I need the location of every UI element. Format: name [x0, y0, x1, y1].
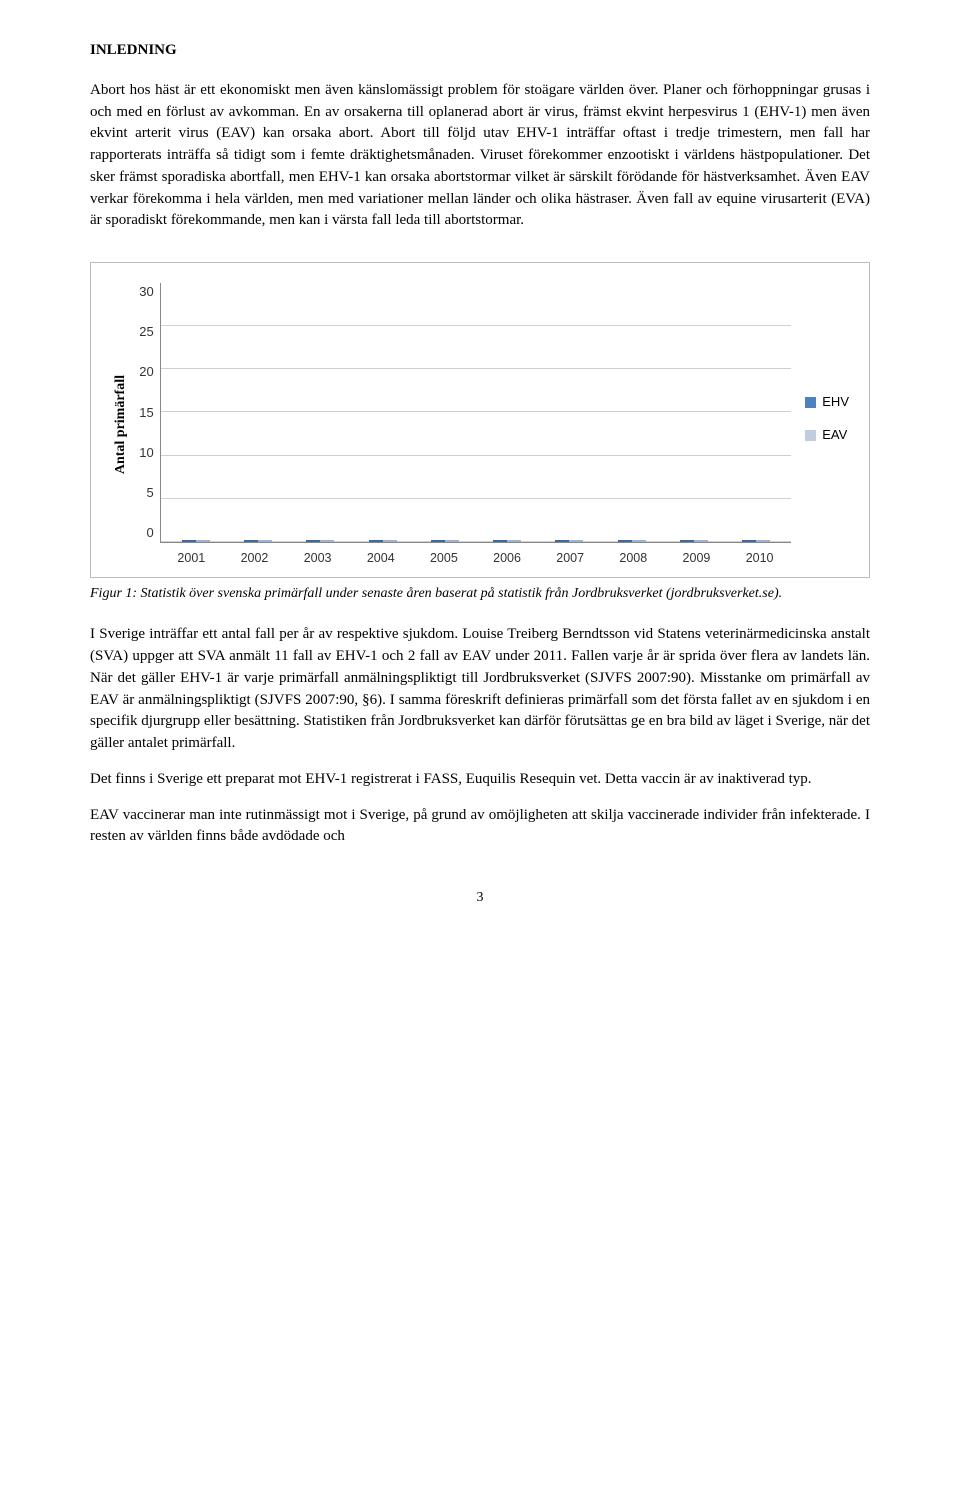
ytick: 25	[139, 323, 153, 342]
plot-area	[160, 283, 792, 543]
legend: EHV EAV	[805, 393, 849, 445]
ytick: 0	[139, 524, 153, 543]
bars-area	[161, 283, 792, 542]
bar-group	[666, 540, 722, 542]
bar-ehv	[680, 540, 694, 542]
bar-eav	[756, 540, 770, 542]
square-icon	[805, 397, 816, 408]
bar-ehv	[431, 540, 445, 542]
legend-item-eav: EAV	[805, 426, 849, 445]
ytick: 20	[139, 363, 153, 382]
bar-group	[604, 540, 660, 542]
xtick: 2008	[605, 549, 662, 567]
chart-container: Antal primärfall 30 25 20 15 10 5 0	[90, 262, 870, 578]
bar-group	[230, 540, 286, 542]
bar-ehv	[555, 540, 569, 542]
paragraph-2: I Sverige inträffar ett antal fall per å…	[90, 624, 870, 755]
bar-ehv	[742, 540, 756, 542]
bar-ehv	[618, 540, 632, 542]
y-axis-ticks: 30 25 20 15 10 5 0	[139, 283, 159, 543]
xtick: 2004	[352, 549, 409, 567]
bar-group	[541, 540, 597, 542]
bar-eav	[196, 540, 210, 542]
section-heading: INLEDNING	[90, 40, 870, 62]
bar-eav	[694, 540, 708, 542]
bar-eav	[569, 540, 583, 542]
bar-ehv	[493, 540, 507, 542]
bar-eav	[445, 540, 459, 542]
xtick: 2006	[479, 549, 536, 567]
legend-label: EAV	[822, 426, 847, 445]
bar-group	[479, 540, 535, 542]
bar-group	[417, 540, 473, 542]
bar-eav	[320, 540, 334, 542]
paragraph-4: EAV vaccinerar man inte rutinmässigt mot…	[90, 805, 870, 849]
bar-group	[168, 540, 224, 542]
bar-eav	[632, 540, 646, 542]
bar-ehv	[244, 540, 258, 542]
bar-group	[728, 540, 784, 542]
square-icon	[805, 430, 816, 441]
paragraph-1: Abort hos häst är ett ekonomiskt men äve…	[90, 80, 870, 232]
xtick: 2002	[226, 549, 283, 567]
bar-ehv	[182, 540, 196, 542]
bar-eav	[258, 540, 272, 542]
xtick: 2001	[163, 549, 220, 567]
bar-ehv	[369, 540, 383, 542]
xtick: 2009	[668, 549, 725, 567]
y-axis-label: Antal primärfall	[111, 375, 131, 474]
ytick: 15	[139, 404, 153, 423]
xtick: 2010	[731, 549, 788, 567]
bar-group	[292, 540, 348, 542]
bar-eav	[507, 540, 521, 542]
bar-eav	[383, 540, 397, 542]
page-number: 3	[90, 888, 870, 908]
ytick: 10	[139, 444, 153, 463]
xtick: 2003	[289, 549, 346, 567]
legend-label: EHV	[822, 393, 849, 412]
paragraph-3: Det finns i Sverige ett preparat mot EHV…	[90, 769, 870, 791]
xtick: 2005	[415, 549, 472, 567]
ytick: 5	[139, 484, 153, 503]
figure-caption: Figur 1: Statistik över svenska primärfa…	[90, 584, 870, 604]
bar-group	[355, 540, 411, 542]
ytick: 30	[139, 283, 153, 302]
x-axis-ticks: 2001 2002 2003 2004 2005 2006 2007 2008 2009 2010	[160, 543, 792, 567]
xtick: 2007	[542, 549, 599, 567]
bar-ehv	[306, 540, 320, 542]
legend-item-ehv: EHV	[805, 393, 849, 412]
bar-chart: Antal primärfall 30 25 20 15 10 5 0	[111, 283, 849, 567]
